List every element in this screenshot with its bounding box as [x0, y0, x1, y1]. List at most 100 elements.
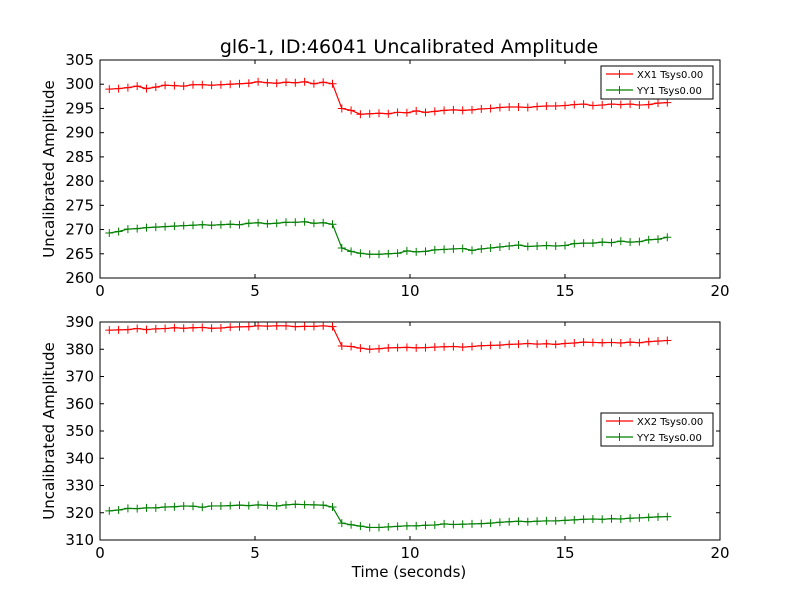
data-point — [663, 98, 672, 107]
data-point — [514, 241, 523, 250]
y-tick-label: 350 — [65, 422, 94, 440]
data-point — [402, 246, 411, 255]
data-point — [477, 519, 486, 528]
legend-marker — [616, 86, 623, 94]
y-tick-label: 330 — [65, 477, 94, 495]
data-point — [449, 244, 458, 253]
x-tick-label: 5 — [250, 282, 260, 300]
data-point — [561, 339, 569, 348]
x-tick-label: 10 — [400, 544, 419, 562]
data-point — [300, 322, 309, 331]
data-point — [663, 512, 672, 521]
panel-1: 0 5 10 15 20 260 265 270 275 280 285 290 295 300 305 Un… — [40, 51, 730, 300]
data-point — [384, 109, 393, 118]
data-point — [337, 519, 346, 528]
data-point — [412, 343, 421, 352]
data-point — [644, 100, 653, 109]
data-point — [579, 515, 588, 524]
data-point — [291, 322, 300, 331]
data-point — [644, 337, 653, 346]
data-point — [123, 83, 132, 92]
data-point — [412, 106, 421, 115]
data-point — [561, 101, 569, 110]
y-tick-label: 310 — [65, 531, 94, 549]
data-point — [421, 247, 430, 256]
data-point — [226, 220, 235, 229]
data-point — [495, 341, 504, 350]
data-point — [319, 501, 328, 510]
data-point — [375, 250, 383, 259]
data-point — [402, 521, 411, 530]
data-point — [393, 249, 402, 258]
x-tick-label: 15 — [555, 544, 574, 562]
data-point — [216, 220, 225, 229]
data-point — [189, 80, 197, 89]
data-point — [421, 343, 430, 352]
x-tick-label: 0 — [95, 544, 105, 562]
data-point — [384, 343, 393, 352]
data-point — [468, 519, 476, 528]
data-point — [523, 339, 532, 348]
data-point — [468, 246, 476, 255]
data-point — [309, 219, 318, 228]
data-point — [105, 228, 114, 237]
data-point — [551, 516, 560, 525]
data-point — [486, 104, 495, 113]
data-point — [142, 223, 151, 232]
y-tick-label: 360 — [65, 395, 94, 413]
data-point — [170, 323, 179, 332]
y-tick-label: 280 — [65, 172, 94, 190]
data-point — [291, 218, 300, 227]
data-point — [440, 106, 449, 115]
data-point — [607, 100, 616, 109]
data-point — [282, 321, 290, 330]
data-point — [384, 522, 393, 531]
data-point — [282, 218, 290, 227]
data-point — [347, 106, 356, 115]
data-point — [300, 217, 309, 226]
data-point — [161, 503, 170, 512]
series-yy2 — [105, 500, 672, 532]
data-point — [263, 322, 272, 331]
data-point — [514, 517, 523, 526]
data-point — [551, 242, 560, 251]
data-point — [588, 338, 597, 347]
data-point — [505, 242, 514, 251]
data-point — [393, 108, 402, 117]
data-point — [226, 501, 235, 510]
data-point — [458, 520, 467, 529]
data-point — [133, 324, 142, 333]
data-point — [393, 343, 402, 352]
data-point — [263, 78, 272, 87]
y-tick-label: 390 — [65, 313, 94, 331]
series-yy1 — [105, 217, 672, 259]
data-point — [356, 110, 365, 119]
y-tick-label: 370 — [65, 368, 94, 386]
data-point — [616, 237, 625, 246]
chart-title: gl6-1, ID:46041 Uncalibrated Amplitude — [220, 36, 598, 58]
y-axis-label: Uncalibrated Amplitude — [40, 80, 58, 257]
data-point — [635, 338, 644, 347]
data-point — [495, 103, 504, 112]
data-point — [105, 506, 114, 515]
data-point — [402, 108, 411, 117]
data-point — [189, 323, 197, 332]
data-point — [151, 324, 160, 333]
data-point — [654, 337, 662, 346]
data-point — [328, 503, 337, 512]
x-tick-label: 20 — [710, 282, 729, 300]
data-point — [588, 515, 597, 524]
data-point — [356, 249, 365, 258]
data-point — [402, 343, 411, 352]
data-point — [254, 77, 263, 86]
data-point — [114, 506, 123, 515]
data-point — [123, 504, 132, 513]
series-xx2 — [105, 321, 672, 354]
data-point — [533, 340, 542, 349]
data-point — [198, 503, 207, 512]
data-point — [244, 79, 253, 88]
data-point — [458, 106, 467, 115]
data-point — [189, 221, 197, 230]
data-point — [393, 522, 402, 531]
data-point — [226, 80, 235, 89]
